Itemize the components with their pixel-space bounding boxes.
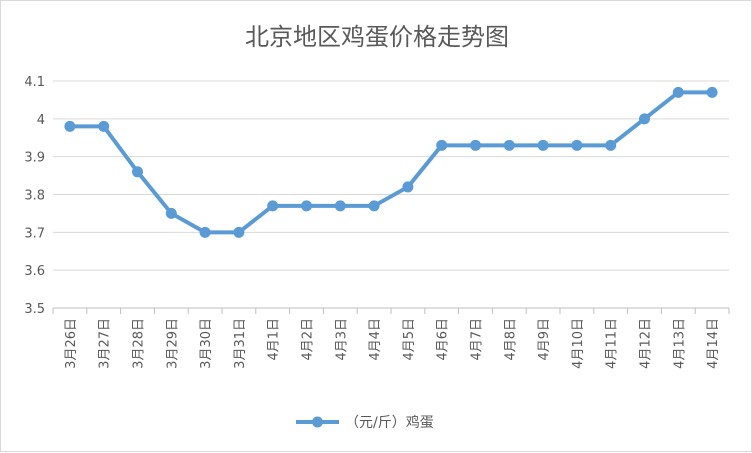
- x-tick-label: 4月4日: [368, 318, 383, 361]
- x-tick-label: 4月14日: [706, 318, 721, 369]
- x-tick-label: 4月7日: [470, 318, 485, 361]
- series-line: [67, 90, 715, 235]
- legend: （元/斤）鸡蛋: [296, 414, 434, 431]
- x-tick-label: 4月5日: [402, 318, 417, 361]
- data-point: [267, 200, 279, 212]
- x-tick-label: 4月6日: [436, 318, 451, 361]
- gridlines: [53, 80, 729, 309]
- x-axis: 3月26日 3月27日 3月28日 3月29日 3月30日 3月31日 4月1日 4月2日 4月…: [52, 308, 730, 369]
- data-point: [470, 139, 481, 151]
- chart-title: 北京地区鸡蛋价格走势图: [245, 23, 509, 51]
- data-point: [199, 226, 211, 238]
- data-point: [605, 139, 617, 151]
- x-tick-label: 4月1日: [267, 318, 282, 361]
- data-point: [334, 200, 346, 212]
- x-tick-label: 4月12日: [639, 318, 654, 369]
- data-point: [301, 200, 312, 212]
- x-tick-label: 4月2日: [301, 318, 316, 361]
- series-layer: [64, 86, 718, 238]
- data-point: [537, 139, 549, 151]
- legend-label: （元/斤）鸡蛋: [345, 414, 434, 431]
- data-point: [503, 139, 515, 151]
- x-tick-label: 3月30日: [199, 318, 214, 369]
- x-tick-label: 3月31日: [233, 318, 248, 369]
- y-tick-label: 3.6: [24, 264, 45, 279]
- x-tick-label: 3月26日: [64, 318, 79, 369]
- x-tick-label: 4月11日: [605, 318, 620, 369]
- x-tick-label: 4月8日: [503, 318, 518, 361]
- x-tick-label: 4月9日: [537, 318, 552, 361]
- x-tick-label: 3月28日: [132, 318, 147, 369]
- data-point: [672, 86, 684, 98]
- x-tick-label: 4月3日: [334, 318, 349, 361]
- data-point: [132, 166, 143, 178]
- y-tick-label: 3.5: [24, 302, 45, 317]
- data-point: [706, 86, 718, 98]
- x-tick-label: 3月27日: [98, 318, 113, 369]
- x-tick-label: 4月13日: [672, 318, 687, 369]
- y-tick-label: 4: [37, 113, 45, 128]
- y-tick-label: 4.1: [24, 75, 45, 90]
- data-point: [402, 181, 414, 193]
- data-point: [368, 200, 380, 212]
- data-point: [639, 113, 650, 125]
- x-tick-label: 4月10日: [571, 318, 586, 369]
- data-point: [436, 139, 448, 151]
- y-axis: 3.5 3.6 3.7 3.8 3.9 4 4.1: [24, 75, 45, 317]
- data-point: [165, 207, 177, 219]
- data-point: [233, 226, 245, 238]
- x-tick-label: 3月29日: [165, 318, 180, 369]
- data-point: [98, 120, 110, 132]
- data-point: [571, 139, 583, 151]
- y-tick-label: 3.7: [24, 226, 45, 241]
- legend-marker-icon: [312, 416, 323, 428]
- y-tick-label: 3.8: [24, 189, 45, 204]
- data-point: [64, 120, 76, 132]
- y-tick-label: 3.9: [24, 151, 45, 166]
